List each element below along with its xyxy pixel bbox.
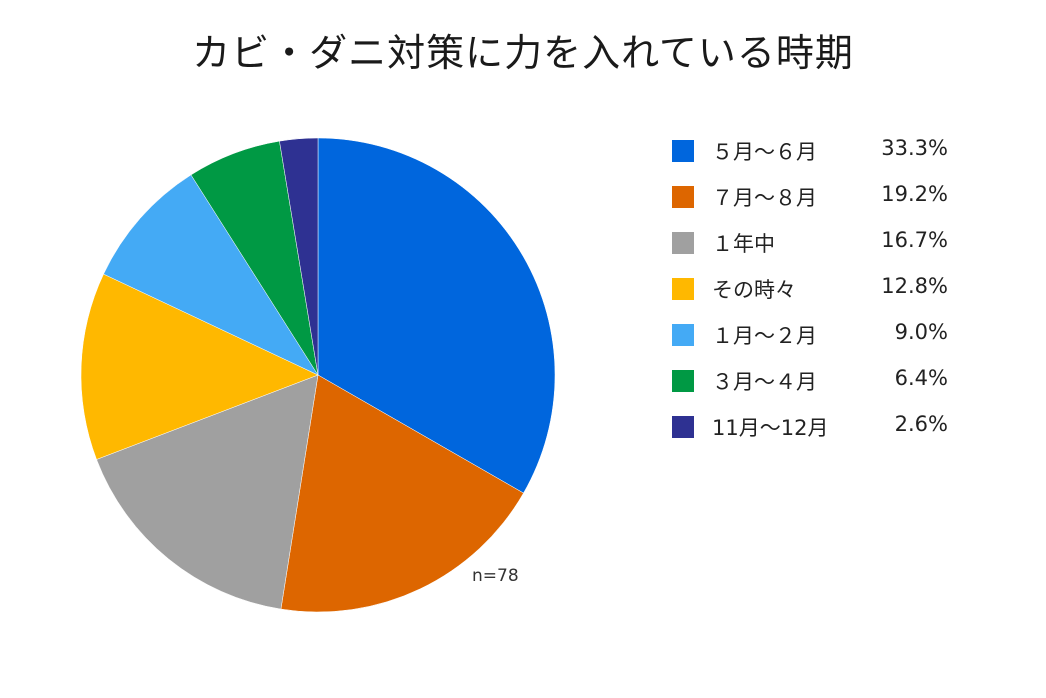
legend-swatch bbox=[672, 416, 694, 438]
legend-swatch bbox=[672, 324, 694, 346]
pie-slice-4 bbox=[80, 273, 319, 460]
legend-item: １月～２月 9.0% bbox=[672, 316, 962, 362]
pie-slice-3 bbox=[96, 374, 319, 610]
pie-slice-5 bbox=[103, 174, 319, 376]
chart-legend: ５月～６月 33.3% ７月～８月 19.2% １年中 16.7% その時々 12.8% １月～… bbox=[672, 132, 962, 454]
legend-item: 11月～12月 2.6% bbox=[672, 408, 962, 454]
legend-value: 9.0% bbox=[894, 320, 948, 344]
legend-item: ３月～４月 6.4% bbox=[672, 362, 962, 408]
pie-slice-1 bbox=[317, 137, 556, 494]
legend-value: 16.7% bbox=[881, 228, 948, 252]
legend-label: １年中 bbox=[712, 232, 775, 256]
legend-value: 6.4% bbox=[894, 366, 948, 390]
legend-item: １年中 16.7% bbox=[672, 224, 962, 270]
legend-label: １月～２月 bbox=[712, 324, 817, 348]
legend-label: 11月～12月 bbox=[712, 416, 829, 440]
legend-value: 19.2% bbox=[881, 182, 948, 206]
legend-swatch bbox=[672, 232, 694, 254]
legend-value: 12.8% bbox=[881, 274, 948, 298]
legend-swatch bbox=[672, 186, 694, 208]
chart-title: カビ・ダニ対策に力を入れている時期 bbox=[192, 31, 854, 75]
legend-value: 2.6% bbox=[894, 412, 948, 436]
legend-swatch bbox=[672, 140, 694, 162]
legend-label: ５月～６月 bbox=[712, 140, 817, 164]
legend-item: ５月～６月 33.3% bbox=[672, 132, 962, 178]
legend-label: ３月～４月 bbox=[712, 370, 817, 394]
legend-label: その時々 bbox=[712, 278, 796, 302]
pie-slice-7 bbox=[279, 137, 319, 376]
legend-item: その時々 12.8% bbox=[672, 270, 962, 316]
legend-swatch bbox=[672, 278, 694, 300]
pie-slice-2 bbox=[280, 374, 524, 613]
legend-value: 33.3% bbox=[881, 136, 948, 160]
legend-label: ７月～８月 bbox=[712, 186, 817, 210]
sample-size-label: n=78 bbox=[472, 566, 519, 586]
legend-item: ７月～８月 19.2% bbox=[672, 178, 962, 224]
legend-swatch bbox=[672, 370, 694, 392]
